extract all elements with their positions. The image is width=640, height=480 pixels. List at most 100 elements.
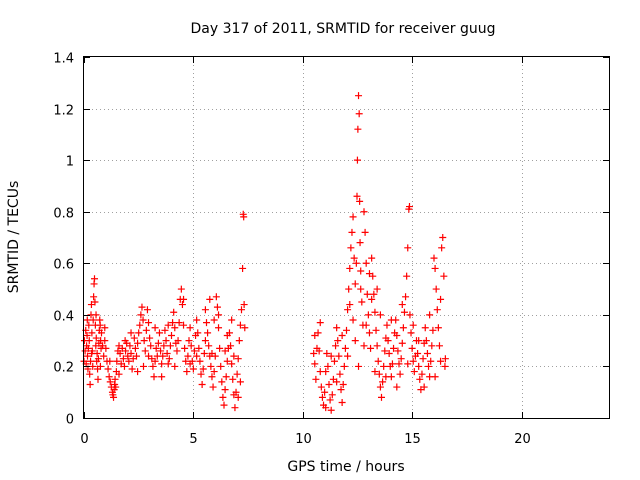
data-point — [98, 329, 105, 337]
data-point — [365, 270, 373, 278]
data-point — [357, 267, 365, 275]
data-point — [101, 337, 109, 345]
data-point — [231, 404, 239, 412]
data-point — [351, 337, 359, 345]
data-point — [337, 386, 345, 394]
x-tick-label: 20 — [514, 432, 531, 447]
data-point — [203, 319, 210, 327]
data-point — [236, 321, 244, 329]
data-point — [340, 362, 348, 370]
data-point — [356, 197, 364, 205]
data-point — [332, 342, 340, 350]
data-point — [362, 259, 370, 267]
data-point — [162, 337, 170, 345]
data-point — [240, 301, 248, 309]
data-point — [228, 360, 236, 368]
data-point — [213, 303, 221, 311]
data-point — [348, 228, 356, 236]
data-point — [353, 156, 361, 164]
data-point — [170, 308, 178, 316]
data-point — [371, 308, 379, 316]
data-point — [341, 344, 349, 352]
data-point — [375, 370, 383, 378]
data-point — [205, 342, 213, 350]
data-point — [394, 347, 402, 355]
data-point — [235, 337, 243, 345]
data-point — [326, 396, 334, 404]
data-point — [324, 362, 332, 370]
data-point — [100, 352, 108, 360]
y-tick-label: 0.8 — [53, 207, 74, 222]
data-point — [312, 375, 320, 383]
data-point — [407, 329, 415, 337]
data-point — [150, 373, 158, 381]
data-point — [105, 373, 113, 381]
data-point — [217, 362, 225, 370]
data-point — [133, 352, 140, 360]
data-point — [404, 360, 412, 368]
data-point — [194, 329, 202, 337]
data-point — [346, 264, 354, 272]
data-point — [158, 360, 166, 368]
data-point — [178, 301, 186, 309]
data-point — [338, 331, 346, 339]
data-point — [127, 350, 135, 358]
data-point — [349, 316, 357, 324]
data-point — [338, 399, 346, 407]
data-point — [390, 344, 398, 352]
data-point — [330, 357, 338, 365]
data-point — [230, 352, 238, 360]
data-point — [431, 373, 439, 381]
y-axis-title: SRMTID / TECUs — [6, 181, 22, 294]
data-point — [432, 285, 440, 293]
data-point — [346, 301, 354, 309]
data-point — [228, 316, 236, 324]
data-point — [440, 272, 448, 280]
data-point — [410, 368, 418, 376]
data-point — [216, 344, 224, 352]
data-point — [376, 311, 384, 319]
data-point — [430, 254, 438, 262]
data-point — [168, 331, 175, 339]
data-point — [374, 357, 382, 365]
data-point — [171, 324, 179, 332]
data-point — [121, 337, 129, 345]
data-point — [142, 326, 150, 334]
data-point — [335, 352, 343, 360]
data-point — [438, 244, 446, 252]
data-point — [388, 360, 396, 368]
data-point — [395, 360, 403, 368]
data-point — [356, 239, 364, 247]
x-tick-label: 15 — [404, 432, 421, 447]
data-point — [154, 339, 162, 347]
data-point — [89, 362, 97, 370]
y-tick-label: 1.2 — [53, 104, 74, 119]
data-point — [208, 350, 216, 358]
data-point — [166, 342, 174, 350]
data-point — [139, 316, 147, 324]
data-point — [333, 378, 341, 386]
data-point — [94, 355, 102, 363]
data-point — [199, 365, 207, 373]
data-point — [110, 393, 118, 401]
x-tick-label: 5 — [189, 432, 197, 447]
data-point — [310, 350, 318, 358]
data-point — [145, 319, 153, 327]
data-point — [219, 393, 227, 401]
data-point — [92, 334, 100, 342]
grid-lines — [84, 57, 609, 418]
data-point — [379, 378, 387, 386]
data-point — [223, 331, 231, 339]
data-point — [344, 352, 352, 360]
data-point — [197, 370, 205, 378]
data-point — [86, 370, 94, 378]
x-axis-title: GPS time / hours — [287, 459, 404, 475]
data-point — [232, 388, 240, 396]
data-point — [381, 347, 389, 355]
data-point — [136, 321, 144, 329]
data-point — [362, 321, 370, 329]
x-tick-label: 0 — [80, 432, 88, 447]
data-point — [441, 362, 449, 370]
y-tick-label: 0.2 — [53, 361, 74, 376]
data-point — [416, 375, 424, 383]
